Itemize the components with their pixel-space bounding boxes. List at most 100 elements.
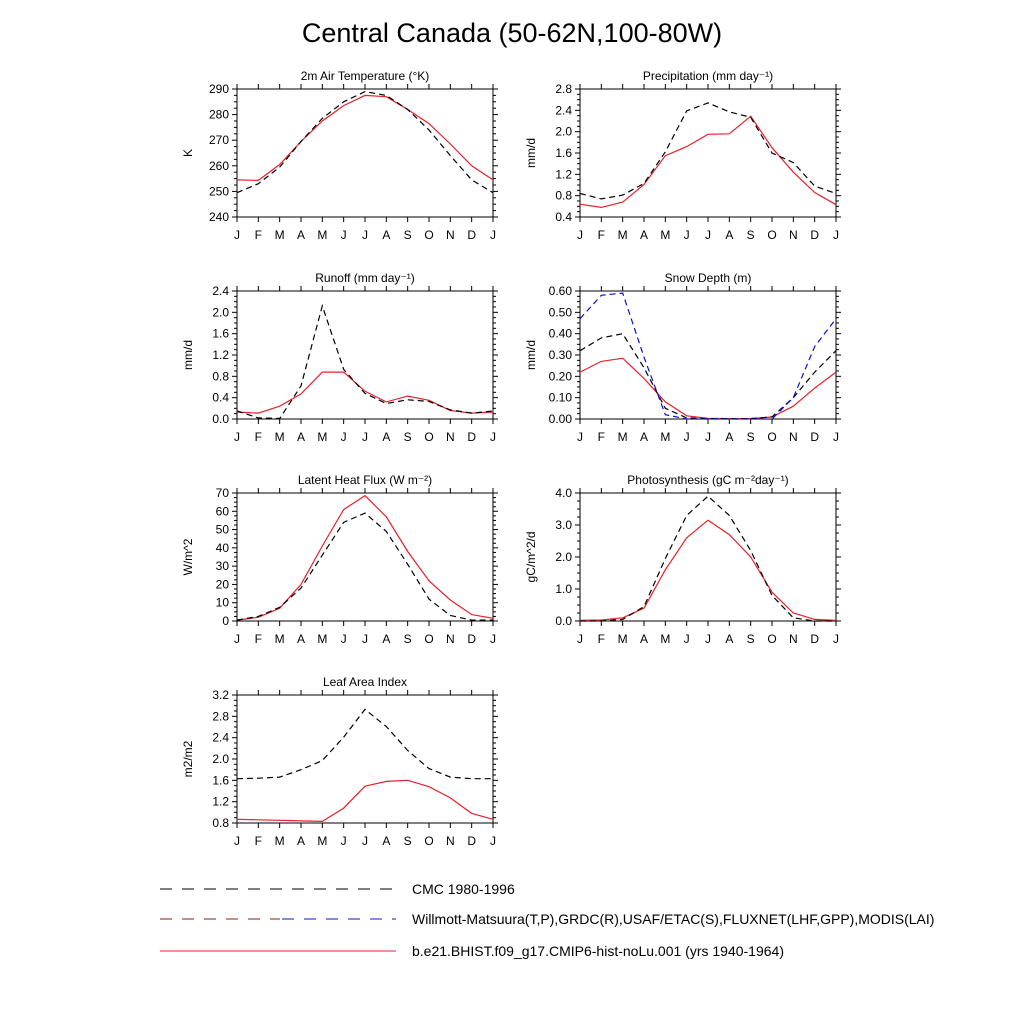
x-tick-label: J (341, 228, 347, 242)
y-tick-label: 0 (222, 614, 229, 628)
x-tick-label: D (810, 430, 819, 444)
y-tick-label: 250 (209, 184, 229, 198)
x-tick-label: N (789, 430, 798, 444)
series-line-0 (236, 494, 494, 621)
y-tick-label: 40 (216, 541, 230, 555)
x-tick-label: M (275, 834, 285, 848)
x-tick-label: J (833, 632, 839, 646)
x-tick-label: J (577, 430, 583, 444)
x-tick-label: J (362, 834, 368, 848)
x-tick-label: A (297, 834, 305, 848)
chart-panel-1: Precipitation (mm day⁻¹) mm/d 0.4 0.8 1.2 1.6… (524, 69, 841, 242)
y-tick-label: 1.6 (555, 146, 572, 160)
x-tick-label: O (424, 228, 433, 242)
page-title: Central Canada (50-62N,100-80W) (301, 18, 723, 48)
x-tick-label: J (684, 228, 690, 242)
x-tick-label: M (317, 430, 327, 444)
x-tick-label: J (705, 430, 711, 444)
series-line-1 (579, 102, 837, 200)
y-tick-label: 0.8 (212, 816, 229, 830)
x-tick-label: A (640, 430, 648, 444)
x-tick-label: S (747, 228, 755, 242)
x-tick-label: D (467, 834, 476, 848)
x-tick-label: J (577, 632, 583, 646)
x-tick-label: F (255, 228, 262, 242)
x-tick-label: M (317, 632, 327, 646)
y-tick-label: 2.0 (212, 305, 229, 319)
y-tick-label: 60 (216, 504, 230, 518)
y-tick-label: 2.8 (212, 709, 229, 723)
y-tick-label: 10 (216, 596, 230, 610)
x-tick-label: J (341, 834, 347, 848)
y-axis-label: K (181, 149, 195, 157)
x-tick-label: M (275, 430, 285, 444)
x-tick-label: D (467, 430, 476, 444)
legend-label-model: b.e21.BHIST.f09_g17.CMIP6-hist-noLu.001 … (412, 943, 784, 959)
chart-panel-4: Latent Heat Flux (W m⁻²) W/m^2 0 10 20 30 40 50… (181, 473, 498, 646)
x-tick-label: F (598, 430, 605, 444)
x-tick-label: O (767, 632, 776, 646)
series-line-2 (579, 292, 837, 420)
x-tick-label: F (255, 834, 262, 848)
y-tick-label: 1.6 (212, 773, 229, 787)
series-line-1 (236, 708, 493, 780)
y-tick-label: 3.2 (212, 688, 229, 702)
x-tick-label: J (341, 632, 347, 646)
x-tick-label: S (404, 228, 412, 242)
y-tick-label: 0.0 (212, 412, 229, 426)
x-tick-label: F (255, 632, 262, 646)
x-tick-label: J (234, 430, 240, 444)
y-tick-label: 2.4 (555, 103, 572, 117)
x-tick-label: A (382, 834, 390, 848)
x-tick-label: O (424, 834, 433, 848)
y-tick-label: 0.4 (555, 210, 572, 224)
chart-panel-5: Photosynthesis (gC m⁻²day⁻¹) gC/m^2/d 0.0 1… (524, 473, 841, 646)
y-tick-label: 4.0 (555, 486, 572, 500)
panel-title: Leaf Area Index (323, 675, 407, 689)
plot-frame (236, 492, 494, 622)
x-tick-label: O (767, 430, 776, 444)
plot-frame (579, 88, 837, 218)
panel-title: 2m Air Temperature (°K) (301, 69, 430, 83)
plot-frame (236, 88, 494, 218)
x-tick-label: J (684, 632, 690, 646)
x-tick-label: J (833, 228, 839, 242)
x-tick-label: A (382, 430, 390, 444)
x-tick-label: N (446, 632, 455, 646)
plot-frame (579, 492, 837, 622)
x-tick-label: M (618, 632, 628, 646)
y-tick-label: 0.10 (549, 391, 573, 405)
x-tick-label: F (598, 228, 605, 242)
x-tick-label: S (404, 834, 412, 848)
y-axis-label: m2/m2 (181, 740, 195, 777)
x-tick-label: J (577, 228, 583, 242)
series-line-1 (579, 333, 837, 420)
y-tick-label: 1.6 (212, 327, 229, 341)
chart-panel-2: Runoff (mm day⁻¹) mm/d 0.0 0.4 0.8 1.2 1.6 2.0 2… (181, 271, 498, 444)
panel-title: Runoff (mm day⁻¹) (315, 271, 414, 285)
y-tick-label: 0.8 (555, 189, 572, 203)
y-tick-label: 1.2 (212, 795, 229, 809)
series-line-0 (579, 115, 837, 209)
y-tick-label: 0.8 (212, 369, 229, 383)
x-tick-label: A (640, 228, 648, 242)
series-line-0 (236, 94, 494, 182)
x-tick-label: D (467, 228, 476, 242)
y-tick-label: 0.50 (549, 305, 573, 319)
y-tick-label: 2.4 (212, 731, 229, 745)
y-axis-label: mm/d (524, 138, 538, 168)
legend: CMC 1980-1996 Willmott-Matsuura(T,P),GRD… (160, 881, 934, 959)
x-tick-label: M (275, 632, 285, 646)
series-line-0 (236, 779, 494, 823)
y-tick-label: 0.0 (555, 614, 572, 628)
x-tick-label: M (275, 228, 285, 242)
y-tick-label: 70 (216, 486, 230, 500)
chart-panel-0: 2m Air Temperature (°K) K 240 250 260 270 280 2… (181, 69, 498, 242)
y-tick-label: 280 (209, 108, 229, 122)
x-tick-label: M (618, 430, 628, 444)
x-tick-label: M (317, 834, 327, 848)
y-tick-label: 30 (216, 559, 230, 573)
y-tick-label: 0.60 (549, 284, 573, 298)
x-tick-label: A (640, 632, 648, 646)
plot-frame (236, 694, 494, 824)
